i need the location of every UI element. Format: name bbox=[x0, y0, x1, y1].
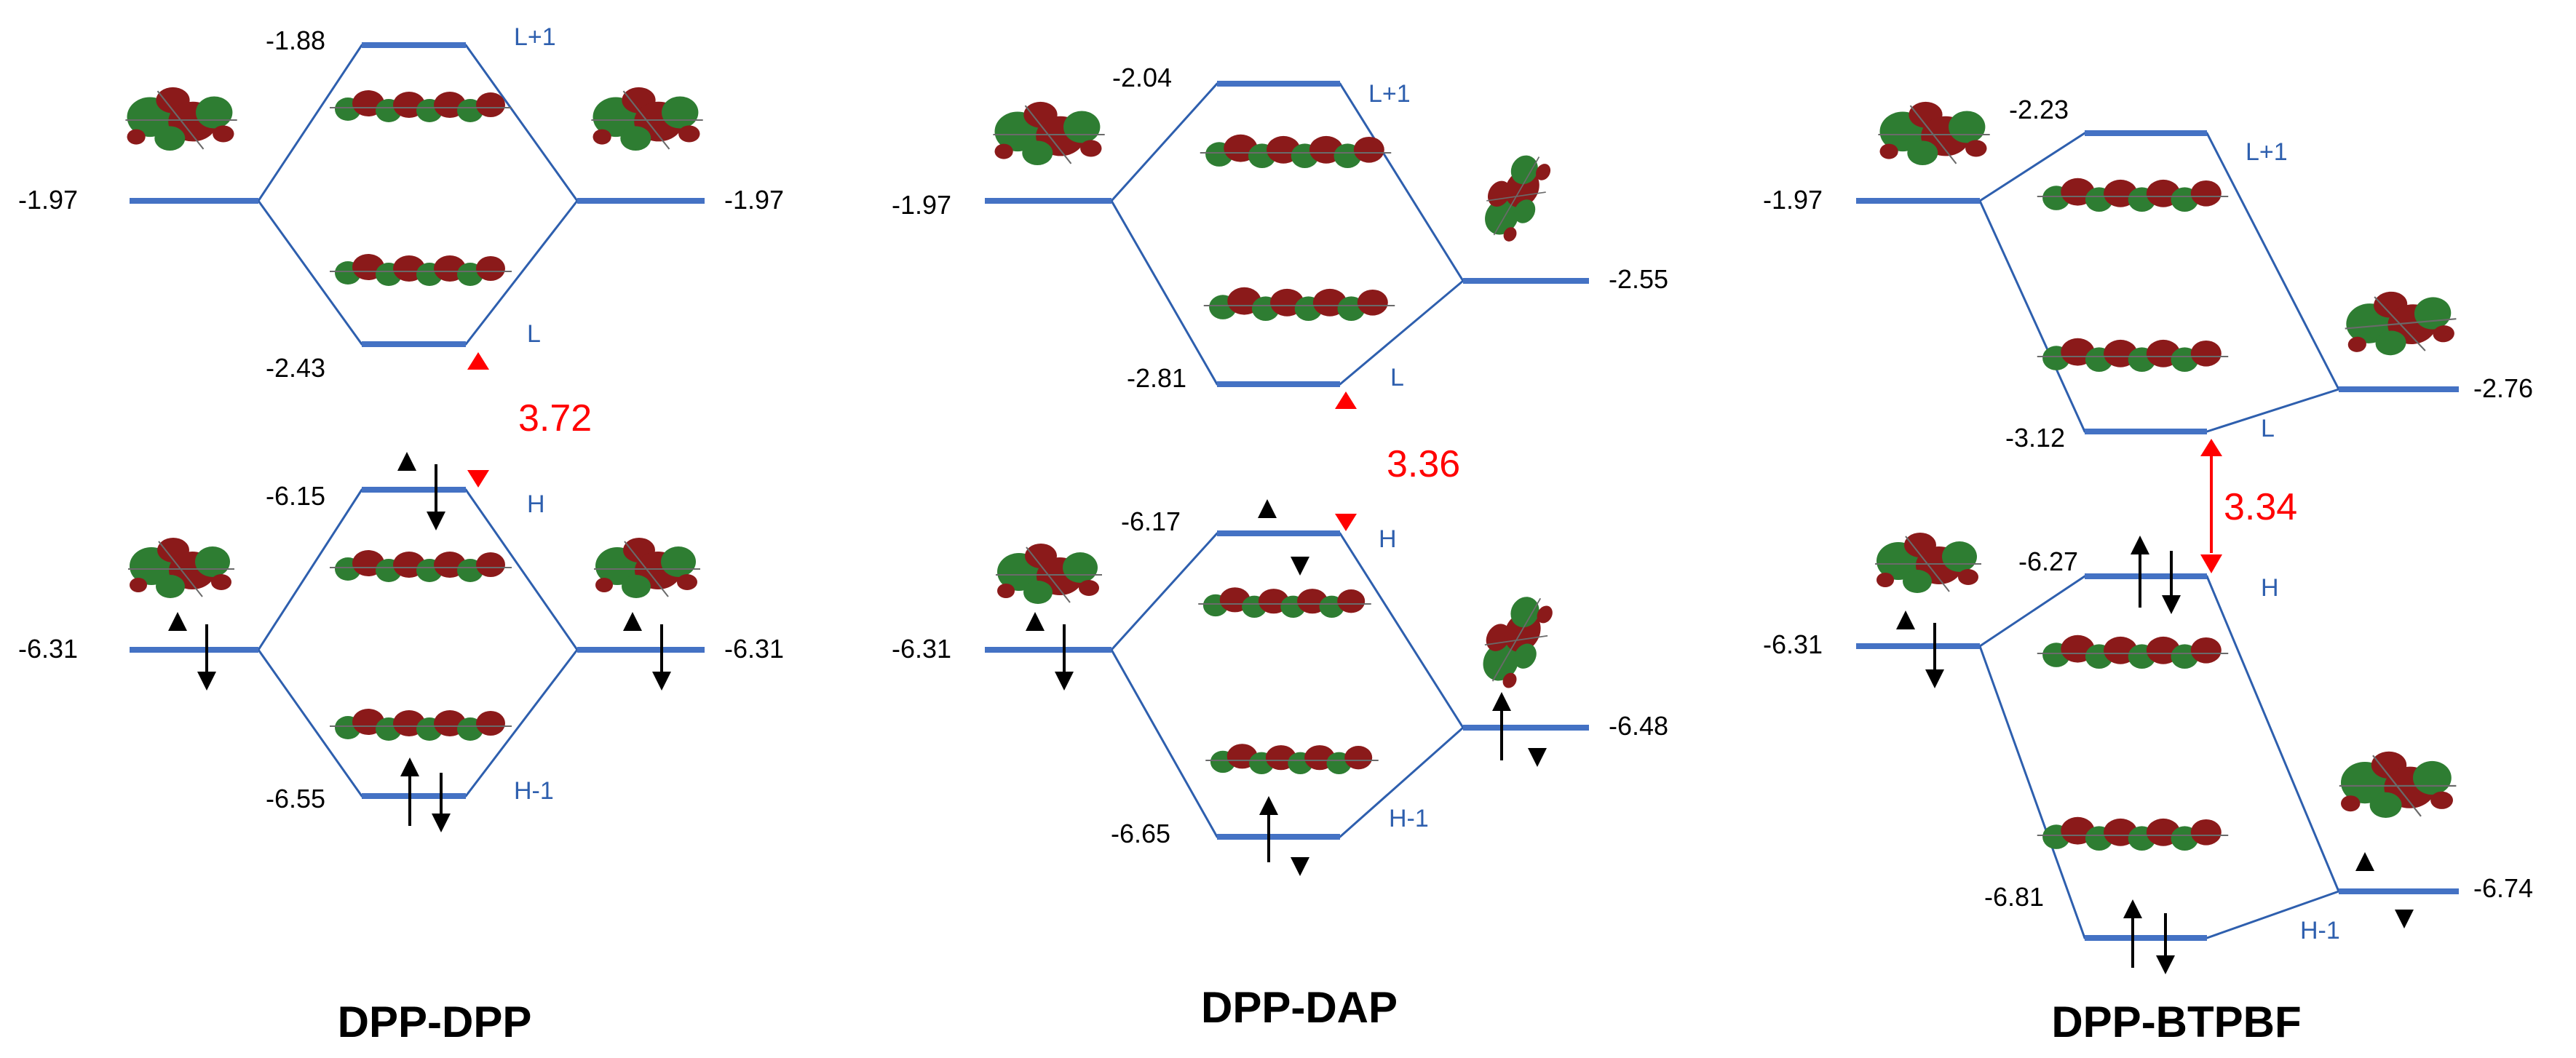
connector-lumo-left bbox=[257, 44, 579, 346]
orbital-image bbox=[1877, 100, 1991, 167]
l-label: L bbox=[2261, 415, 2275, 442]
connector-lumo bbox=[1978, 132, 2341, 433]
band-gap-value: 3.34 bbox=[2224, 486, 2297, 528]
left-homo-value: -6.31 bbox=[1763, 629, 1823, 659]
orbital-image bbox=[1197, 586, 1372, 619]
orbital-image bbox=[995, 543, 1103, 605]
panel-dpp-dpp: -1.97 -6.31 -1.97 -6.31 -1.88 -2.43 -6.1… bbox=[18, 23, 784, 1046]
h-value: -6.17 bbox=[1121, 506, 1181, 536]
left-lumo-value: -1.97 bbox=[18, 185, 78, 215]
orbital-image bbox=[2036, 816, 2230, 852]
left-lumo-value: -1.97 bbox=[892, 190, 951, 220]
orbital-image bbox=[329, 708, 512, 741]
h-label: H bbox=[527, 490, 545, 518]
orbital-image bbox=[1874, 532, 1982, 594]
right-lumo-value: -1.97 bbox=[724, 185, 784, 215]
l-value: -2.81 bbox=[1127, 363, 1186, 393]
left-homo-value: -6.31 bbox=[18, 634, 78, 664]
orbital-image bbox=[329, 253, 512, 287]
orbital-image bbox=[992, 100, 1106, 167]
orbital-image bbox=[127, 537, 235, 599]
connector-homo bbox=[1110, 532, 1465, 838]
left-lumo-value: -1.97 bbox=[1763, 185, 1823, 215]
orbital-image bbox=[1467, 584, 1564, 696]
gap-markers bbox=[1335, 391, 1357, 531]
orbital-image bbox=[2036, 337, 2230, 373]
l-plus-1-label: L+1 bbox=[2246, 138, 2288, 166]
right-lumo-value: -2.55 bbox=[1609, 264, 1668, 294]
l-plus-1-value: -1.88 bbox=[266, 25, 325, 55]
orbital-image bbox=[329, 90, 512, 123]
band-gap-value: 3.36 bbox=[1387, 443, 1460, 485]
orbital-image bbox=[1205, 743, 1379, 775]
connector-homo-left bbox=[257, 488, 579, 798]
orbital-image bbox=[2341, 285, 2460, 360]
l-plus-1-label: L+1 bbox=[514, 23, 556, 51]
electron-arrows bbox=[168, 452, 671, 832]
h-value: -6.15 bbox=[266, 481, 325, 511]
right-homo-value: -6.48 bbox=[1609, 711, 1668, 741]
h-minus-1-value: -6.81 bbox=[1984, 882, 2044, 912]
orbital-image bbox=[1199, 133, 1392, 170]
h-minus-1-label: H-1 bbox=[514, 777, 554, 805]
gap-markers bbox=[467, 352, 489, 488]
h-minus-1-label: H-1 bbox=[2300, 917, 2340, 944]
panel-title: DPP-DAP bbox=[1201, 983, 1398, 1032]
h-minus-1-value: -6.55 bbox=[266, 784, 325, 814]
right-lumo-value: -2.76 bbox=[2473, 373, 2533, 403]
l-value: -2.43 bbox=[266, 353, 325, 383]
electron-arrows bbox=[1026, 499, 1547, 876]
l-label: L bbox=[527, 320, 541, 348]
band-gap-value: 3.72 bbox=[518, 397, 592, 439]
orbital-image bbox=[590, 86, 704, 152]
panel-title: DPP-BTPBF bbox=[2051, 998, 2301, 1046]
orbital-image bbox=[593, 537, 701, 599]
h-minus-1-value: -6.65 bbox=[1111, 819, 1170, 848]
h-value: -6.27 bbox=[2018, 546, 2078, 576]
orbital-image bbox=[329, 549, 512, 583]
orbital-image bbox=[2338, 750, 2457, 819]
left-homo-value: -6.31 bbox=[892, 634, 951, 664]
orbital-image bbox=[2036, 177, 2230, 213]
orbital-image bbox=[2036, 634, 2230, 670]
l-plus-1-value: -2.23 bbox=[2009, 95, 2069, 124]
h-minus-1-label: H-1 bbox=[1389, 805, 1429, 832]
right-homo-value: -6.31 bbox=[724, 634, 784, 664]
l-label: L bbox=[1390, 364, 1404, 391]
l-plus-1-value: -2.04 bbox=[1112, 63, 1172, 92]
connector-lumo bbox=[1110, 82, 1465, 386]
panel-dpp-dap: -1.97 -6.31 -2.55 -6.48 -2.04 -2.81 -6.1… bbox=[892, 63, 1668, 1032]
l-value: -3.12 bbox=[2005, 423, 2065, 453]
gap-arrow bbox=[2200, 439, 2222, 573]
h-label: H bbox=[2261, 574, 2279, 602]
l-plus-1-label: L+1 bbox=[1368, 80, 1411, 108]
panel-dpp-btpbf: -1.97 -6.31 -2.76 -6.74 -2.23 -3.12 -6.2… bbox=[1763, 95, 2533, 1046]
right-homo-value: -6.74 bbox=[2473, 873, 2533, 903]
orbital-image bbox=[1470, 143, 1561, 248]
panel-title: DPP-DPP bbox=[338, 998, 532, 1046]
orbital-image bbox=[1202, 286, 1396, 322]
electron-arrows bbox=[1896, 536, 2414, 974]
h-label: H bbox=[1379, 525, 1397, 553]
orbital-image bbox=[124, 86, 238, 152]
